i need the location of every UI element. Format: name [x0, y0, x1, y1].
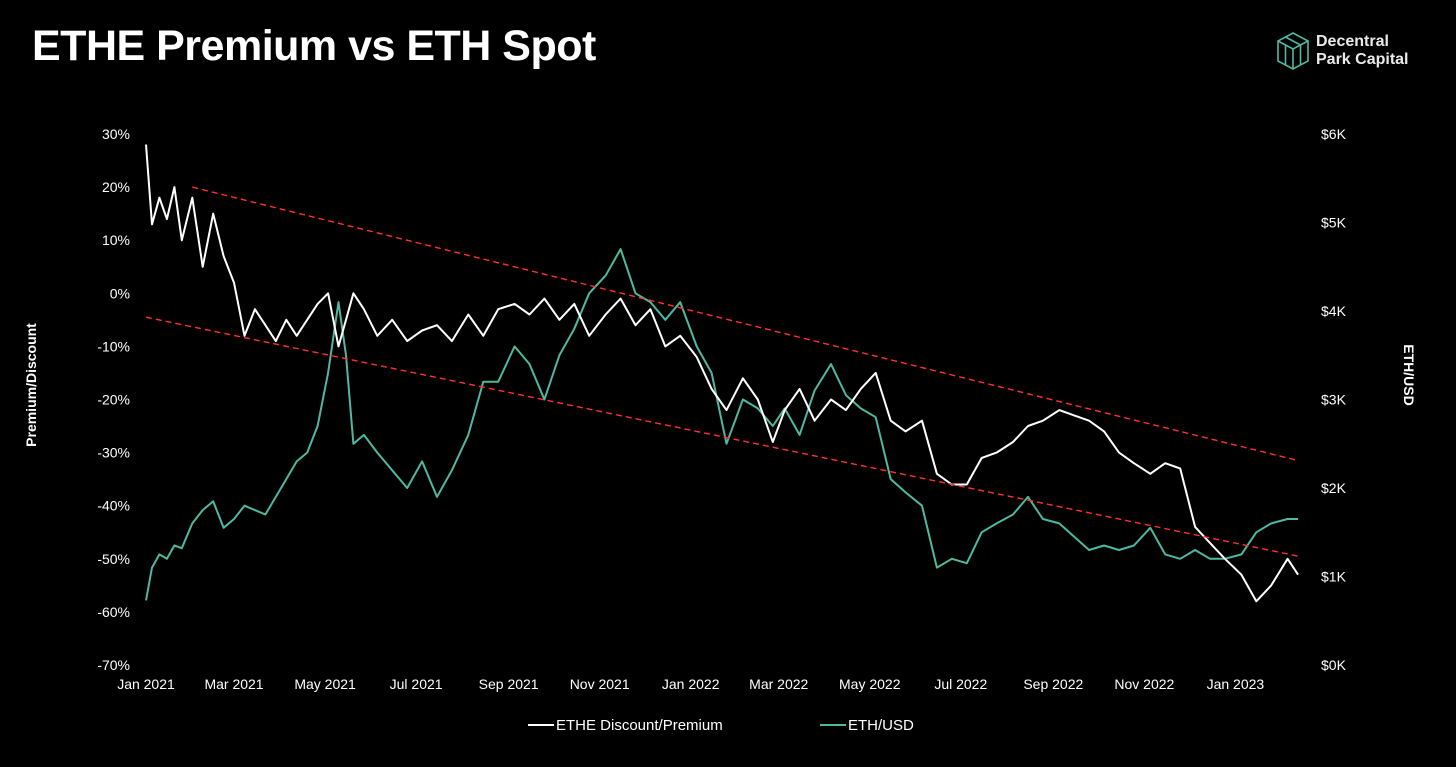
x-tick-label: Jan 2022 [662, 676, 720, 692]
y2-tick-label: $2K [1321, 480, 1347, 496]
legend-label: ETHE Discount/Premium [556, 717, 723, 734]
brand-logo: Decentral Park Capital [1276, 31, 1408, 71]
y-tick-label: -60% [97, 604, 130, 620]
right-axis-title: ETH/USD [1401, 344, 1417, 405]
series-layer [145, 144, 1299, 603]
x-tick-label: Sep 2021 [479, 676, 539, 692]
y-tick-label: -50% [97, 551, 130, 567]
y2-tick-label: $0K [1321, 657, 1347, 673]
x-tick-label: Sep 2022 [1023, 676, 1083, 692]
y-tick-label: 20% [102, 179, 130, 195]
y-tick-label: -70% [97, 657, 130, 673]
y2-tick-label: $3K [1321, 392, 1347, 408]
right-axis-ticks: $6K $5K $4K $3K $2K $1K $0K [1321, 126, 1347, 673]
legend-label: ETH/USD [848, 717, 914, 734]
y2-tick-label: $5K [1321, 215, 1347, 231]
x-tick-label: Jul 2021 [390, 676, 443, 692]
x-tick-label: May 2021 [294, 676, 356, 692]
trend-line-1 [192, 186, 1299, 462]
x-tick-label: Jul 2022 [934, 676, 987, 692]
left-axis-title: Premium/Discount [23, 323, 39, 447]
y2-tick-label: $6K [1321, 126, 1347, 142]
x-axis-ticks: Jan 2021 Mar 2021 May 2021 Jul 2021 Sep 2021… [117, 676, 1264, 692]
ethe-premium-line [145, 144, 1299, 603]
brand-name-line1: Decentral [1316, 33, 1389, 50]
x-tick-label: Nov 2021 [570, 676, 630, 692]
x-tick-label: Nov 2022 [1114, 676, 1174, 692]
x-tick-label: Mar 2022 [749, 676, 808, 692]
y-tick-label: -20% [97, 392, 130, 408]
y-tick-label: -40% [97, 498, 130, 514]
y2-tick-label: $4K [1321, 303, 1347, 319]
legend: ETHE Discount/Premium ETH/USD [528, 717, 914, 734]
chart-title: ETHE Premium vs ETH Spot [32, 22, 596, 70]
x-tick-label: May 2022 [839, 676, 901, 692]
left-axis-ticks: 30% 20% 10% 0% -10% -20% -30% -40% -50% -60% -70% [97, 126, 130, 673]
y-tick-label: 0% [110, 285, 130, 301]
x-tick-label: Mar 2021 [204, 676, 263, 692]
trend-lines [145, 186, 1299, 557]
cube-logo-icon [1277, 32, 1309, 70]
x-tick-label: Jan 2021 [117, 676, 175, 692]
y-tick-label: 30% [102, 126, 130, 142]
trend-line-2 [145, 316, 1299, 557]
y-tick-label: -30% [97, 445, 130, 461]
eth-usd-line [145, 248, 1299, 601]
y-tick-label: 10% [102, 232, 130, 248]
x-tick-label: Jan 2023 [1207, 676, 1265, 692]
y2-tick-label: $1K [1321, 569, 1347, 585]
brand-name-line2: Park Capital [1316, 51, 1409, 68]
y-tick-label: -10% [97, 338, 130, 354]
